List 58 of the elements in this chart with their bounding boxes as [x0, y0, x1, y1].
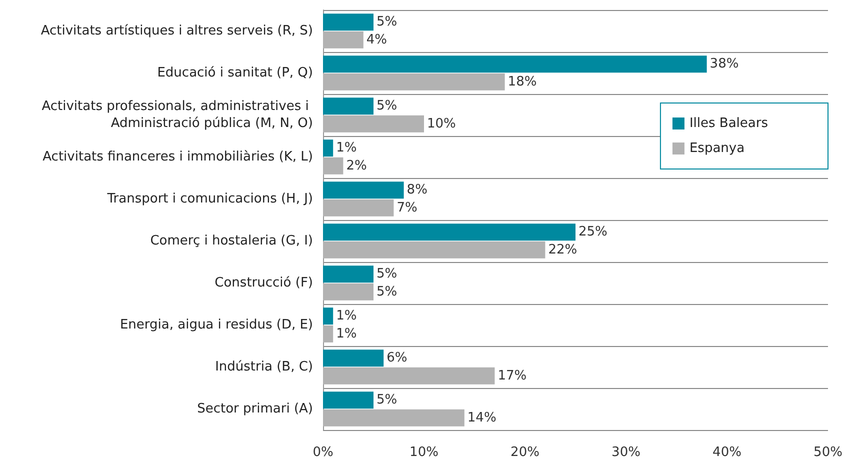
bar [323, 157, 344, 174]
bar [323, 266, 374, 283]
bar [323, 98, 374, 115]
bar [323, 283, 374, 300]
bar [323, 182, 404, 199]
data-label: 1% [336, 308, 357, 324]
data-label: 2% [346, 158, 367, 174]
y-tick-label: Activitats professionals, administratives i Administració pública (M, N, O) [42, 99, 313, 131]
data-label: 18% [508, 74, 537, 90]
data-label: 5% [376, 14, 398, 30]
data-label: 10% [427, 116, 456, 132]
y-tick-label: Activitats artístiques i altres serveis (R, S) [40, 24, 313, 38]
bar [323, 367, 495, 384]
bar [323, 199, 394, 216]
data-label: 5% [376, 266, 398, 282]
bar [323, 115, 424, 132]
data-label: 1% [336, 140, 357, 156]
y-tick-label: Energia, aigua i residus (D, E) [120, 318, 313, 332]
y-tick-label: Transport i comunicacions (H, J) [106, 192, 313, 206]
bar [323, 14, 374, 31]
data-label: 14% [467, 410, 496, 426]
y-tick-label: Indústria (B, C) [215, 360, 313, 374]
y-tick-label: Comerç i hostaleria (G, I) [150, 234, 313, 248]
bar [323, 325, 334, 342]
x-tick-label: 20% [510, 445, 540, 460]
data-label: 4% [366, 32, 388, 48]
x-tick-label: 40% [712, 445, 742, 460]
y-tick-label: Construcció (F) [214, 276, 313, 290]
data-label: 25% [578, 224, 608, 240]
bar [323, 409, 464, 426]
y-tick-label: Activitats financeres i immobiliàries (K, L) [42, 150, 313, 164]
y-tick-label: Sector primari (A) [197, 402, 313, 416]
bar [323, 73, 505, 90]
data-label: 8% [406, 182, 428, 198]
bar [323, 241, 546, 258]
data-label: 5% [376, 98, 398, 114]
x-tick-label: 30% [612, 445, 640, 460]
bar [323, 56, 707, 73]
bar [323, 392, 374, 409]
data-label: 1% [336, 326, 357, 342]
x-tick-label: 10% [410, 445, 438, 460]
legend-label: Illes Balears [689, 116, 768, 131]
x-tick-label: 0% [312, 445, 334, 460]
x-tick-label: 50% [814, 445, 842, 460]
data-label: 38% [710, 56, 739, 72]
bar [323, 224, 576, 241]
data-label: 17% [498, 368, 527, 384]
bar [323, 350, 384, 367]
data-label: 6% [386, 350, 408, 366]
bar [323, 308, 334, 325]
bar [323, 140, 334, 157]
data-label: 5% [376, 392, 398, 408]
data-label: 22% [548, 242, 578, 258]
data-label: 5% [376, 284, 398, 300]
legend-label: Espanya [689, 141, 745, 156]
data-label: 7% [396, 200, 418, 216]
y-tick-label: Educació i sanitat (P, Q) [157, 66, 313, 80]
bar [323, 31, 364, 48]
